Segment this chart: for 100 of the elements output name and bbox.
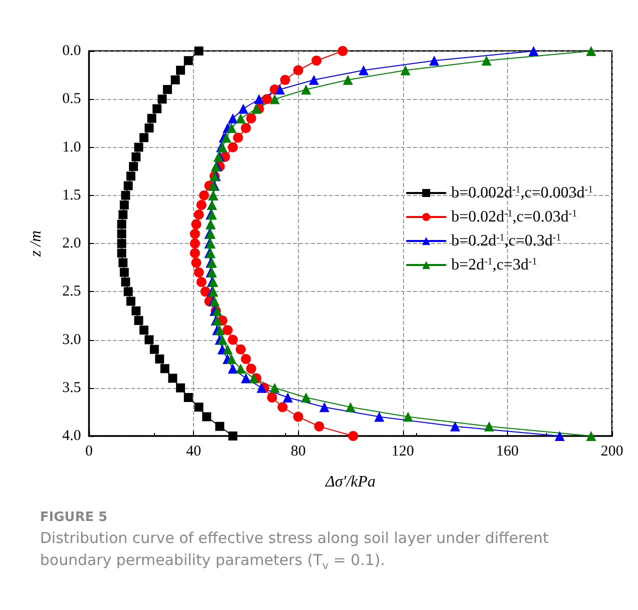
y-tick-label: 3.5	[62, 380, 81, 396]
point	[222, 325, 233, 336]
point	[121, 190, 130, 200]
point	[117, 248, 126, 258]
point	[293, 412, 304, 422]
y-axis-title: z /m	[28, 230, 44, 258]
x-axis-title: Δσ′/kPa	[324, 474, 376, 490]
point	[267, 392, 278, 402]
point	[256, 382, 267, 393]
point	[221, 132, 232, 143]
point	[246, 364, 256, 374]
point	[228, 113, 238, 124]
point	[124, 287, 133, 296]
point	[282, 392, 293, 402]
point	[278, 402, 288, 412]
point	[121, 278, 130, 286]
point	[126, 296, 136, 306]
y-tick-label: 4.0	[62, 428, 81, 444]
point	[240, 373, 251, 384]
point	[217, 334, 228, 345]
point	[528, 46, 539, 56]
point	[374, 412, 384, 422]
point	[228, 142, 238, 152]
y-tick-label: 2.0	[62, 236, 81, 252]
point	[228, 364, 238, 374]
point	[160, 364, 170, 374]
point	[450, 421, 460, 432]
point	[228, 432, 238, 440]
point	[144, 335, 154, 344]
point	[126, 172, 136, 181]
y-tick-label: 0.5	[62, 91, 81, 108]
point	[155, 354, 164, 364]
point	[117, 239, 126, 248]
y-tick-label: 1.0	[62, 139, 81, 156]
x-tick-label: 120	[392, 444, 414, 460]
point	[176, 66, 186, 75]
point	[251, 104, 262, 114]
point	[117, 220, 126, 229]
point	[358, 65, 369, 76]
point	[191, 219, 202, 230]
point	[228, 334, 238, 345]
x-tick-label: 160	[496, 444, 519, 460]
point	[233, 132, 244, 143]
point	[400, 65, 410, 76]
point	[132, 152, 141, 162]
x-tick-label: 200	[600, 444, 624, 460]
point	[118, 258, 128, 268]
point	[346, 402, 356, 412]
point	[274, 84, 285, 94]
x-tick-label: 80	[290, 444, 306, 460]
point	[240, 123, 251, 133]
point	[196, 200, 206, 210]
point	[214, 325, 225, 336]
point	[348, 431, 358, 441]
point	[190, 248, 200, 258]
point	[301, 392, 312, 402]
point	[120, 200, 129, 210]
point	[319, 402, 330, 412]
point	[190, 238, 200, 248]
point	[248, 373, 259, 384]
point	[481, 56, 492, 66]
point	[293, 65, 304, 76]
point	[139, 326, 148, 335]
point	[144, 124, 154, 132]
point	[170, 75, 180, 84]
point	[124, 181, 133, 190]
y-tick-label: 2.5	[62, 284, 81, 300]
caption: FIGURE 5	[40, 510, 108, 525]
point	[162, 85, 172, 94]
point	[190, 228, 200, 239]
point	[240, 354, 251, 364]
point	[429, 56, 440, 66]
point	[403, 412, 414, 422]
y-tick-label: 0.0	[62, 43, 81, 59]
point	[139, 133, 148, 142]
x-tick-label: 0	[85, 444, 93, 460]
point	[236, 364, 246, 374]
point	[215, 422, 224, 431]
y-tick-label: 3.0	[62, 332, 81, 348]
point	[312, 56, 322, 66]
point	[338, 46, 348, 56]
point	[270, 94, 280, 104]
point	[134, 316, 144, 325]
point	[158, 94, 167, 104]
point	[301, 84, 312, 94]
point	[484, 421, 494, 432]
point	[199, 190, 210, 200]
y-tick-label: 1.5	[62, 187, 81, 204]
point	[128, 162, 138, 171]
point	[196, 277, 206, 287]
point	[236, 113, 246, 124]
point	[132, 306, 141, 316]
point	[168, 374, 178, 383]
point	[586, 46, 596, 56]
point	[236, 344, 246, 354]
point	[150, 344, 159, 354]
point	[176, 383, 186, 392]
point	[226, 354, 237, 364]
point	[342, 74, 353, 85]
point	[202, 412, 212, 422]
